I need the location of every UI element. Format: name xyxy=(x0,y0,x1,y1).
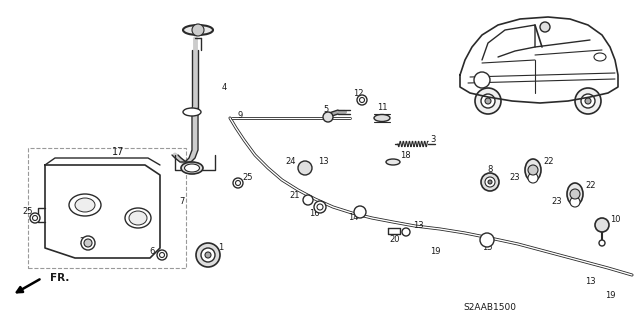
Text: 16: 16 xyxy=(308,209,319,218)
Text: 22: 22 xyxy=(543,158,554,167)
Ellipse shape xyxy=(75,198,95,212)
Circle shape xyxy=(357,95,367,105)
Circle shape xyxy=(485,98,491,104)
Text: 12: 12 xyxy=(353,88,364,98)
Circle shape xyxy=(81,236,95,250)
Text: 5: 5 xyxy=(323,106,328,115)
Circle shape xyxy=(570,189,580,199)
Text: 6: 6 xyxy=(150,248,155,256)
Circle shape xyxy=(30,213,40,223)
Ellipse shape xyxy=(183,108,201,116)
Circle shape xyxy=(475,88,501,114)
Circle shape xyxy=(595,218,609,232)
Ellipse shape xyxy=(183,25,213,35)
Text: 22: 22 xyxy=(585,182,595,190)
Circle shape xyxy=(303,195,313,205)
Circle shape xyxy=(201,248,215,262)
Circle shape xyxy=(196,243,220,267)
Text: 19: 19 xyxy=(429,248,440,256)
Ellipse shape xyxy=(125,208,151,228)
Circle shape xyxy=(354,206,366,218)
Ellipse shape xyxy=(386,159,400,165)
Circle shape xyxy=(488,180,492,184)
Circle shape xyxy=(528,165,538,175)
Ellipse shape xyxy=(594,53,606,61)
Circle shape xyxy=(317,204,323,210)
Ellipse shape xyxy=(528,173,538,183)
Text: 13: 13 xyxy=(585,278,595,286)
Circle shape xyxy=(485,177,495,187)
Text: 2: 2 xyxy=(79,238,84,247)
Text: 25: 25 xyxy=(23,207,33,217)
Text: 20: 20 xyxy=(390,235,400,244)
Ellipse shape xyxy=(374,115,390,122)
Circle shape xyxy=(599,240,605,246)
Text: 21: 21 xyxy=(289,191,300,201)
Text: 1: 1 xyxy=(218,243,223,253)
Text: 24: 24 xyxy=(285,158,296,167)
Circle shape xyxy=(323,112,333,122)
Circle shape xyxy=(157,250,167,260)
Ellipse shape xyxy=(181,162,203,174)
Ellipse shape xyxy=(567,183,583,205)
Circle shape xyxy=(84,239,92,247)
Circle shape xyxy=(581,94,595,108)
Text: 18: 18 xyxy=(400,151,411,160)
Circle shape xyxy=(33,216,38,220)
Circle shape xyxy=(540,22,550,32)
Text: 10: 10 xyxy=(610,216,621,225)
Ellipse shape xyxy=(570,197,580,207)
Bar xyxy=(28,148,186,268)
Text: 14: 14 xyxy=(348,213,358,222)
Circle shape xyxy=(233,178,243,188)
Text: 4: 4 xyxy=(222,84,227,93)
Circle shape xyxy=(192,24,204,36)
Ellipse shape xyxy=(69,194,101,216)
Ellipse shape xyxy=(525,159,541,181)
Ellipse shape xyxy=(184,164,200,172)
Text: 25: 25 xyxy=(242,173,253,182)
Text: 3: 3 xyxy=(430,136,435,145)
Text: 7: 7 xyxy=(179,197,185,206)
Ellipse shape xyxy=(129,211,147,225)
Circle shape xyxy=(298,161,312,175)
Circle shape xyxy=(205,252,211,258)
Text: FR.: FR. xyxy=(50,273,69,283)
Circle shape xyxy=(480,233,494,247)
Circle shape xyxy=(314,201,326,213)
Circle shape xyxy=(575,88,601,114)
Text: 8: 8 xyxy=(487,166,493,174)
Circle shape xyxy=(402,228,410,236)
Circle shape xyxy=(360,98,365,102)
Text: 9: 9 xyxy=(238,110,243,120)
Text: 17: 17 xyxy=(112,147,124,157)
Circle shape xyxy=(236,181,241,186)
Text: 13: 13 xyxy=(413,221,423,231)
Text: 23: 23 xyxy=(509,173,520,182)
Text: 11: 11 xyxy=(377,103,387,113)
Text: S2AAB1500: S2AAB1500 xyxy=(463,303,516,313)
Circle shape xyxy=(474,72,490,88)
Circle shape xyxy=(159,253,164,257)
Text: 19: 19 xyxy=(605,291,615,300)
Circle shape xyxy=(585,98,591,104)
Text: 13: 13 xyxy=(318,158,328,167)
Text: 15: 15 xyxy=(482,243,492,253)
Circle shape xyxy=(481,173,499,191)
Text: 23: 23 xyxy=(552,197,562,205)
Circle shape xyxy=(481,94,495,108)
